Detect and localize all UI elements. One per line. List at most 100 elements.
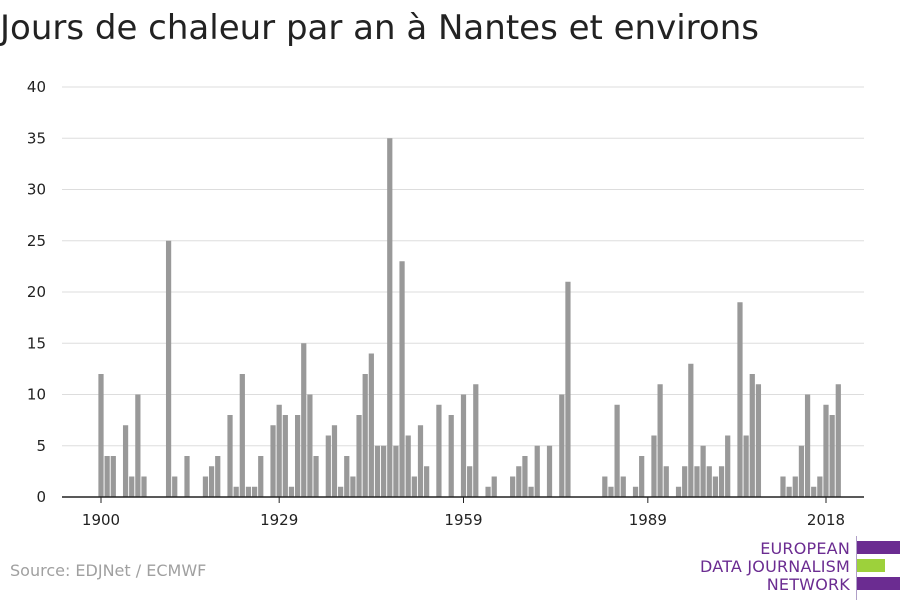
bar-1995 <box>682 466 688 497</box>
bar-1931 <box>288 486 295 497</box>
bar-2017 <box>817 476 823 497</box>
bar-1998 <box>700 445 706 497</box>
bar-1942 <box>356 415 362 497</box>
bar-1918 <box>208 466 215 497</box>
logo-line-network: NETWORK <box>766 575 850 594</box>
bar-1964 <box>491 476 497 497</box>
logo-bar-green <box>857 559 885 572</box>
bar-1996 <box>688 363 694 497</box>
bar-1951 <box>411 476 417 497</box>
bar-1969 <box>522 456 528 497</box>
bar-1982 <box>602 476 608 497</box>
bar-1944 <box>368 353 374 497</box>
bar-1968 <box>516 466 522 497</box>
bars <box>98 138 841 497</box>
bar-1932 <box>294 415 301 497</box>
bar-2015 <box>804 394 811 497</box>
x-tick-label-2018: 2018 <box>807 511 845 529</box>
bar-1922 <box>233 486 239 497</box>
bar-1939 <box>338 486 344 497</box>
y-tick-label-15: 15 <box>27 334 46 352</box>
x-tick-label-1900: 1900 <box>82 511 120 529</box>
bar-1940 <box>344 456 350 497</box>
bar-1994 <box>675 486 682 497</box>
bar-2019 <box>829 415 835 497</box>
bar-2000 <box>712 476 719 497</box>
bar-1935 <box>313 456 319 497</box>
y-tick-label-10: 10 <box>27 386 46 404</box>
bar-1906 <box>135 394 141 497</box>
bar-1949 <box>399 261 405 497</box>
bar-1917 <box>202 476 209 497</box>
bar-1957 <box>448 415 454 497</box>
bar-1952 <box>417 425 424 497</box>
bar-1921 <box>227 415 233 497</box>
bar-1947 <box>387 138 393 497</box>
bar-1911 <box>165 240 172 497</box>
bar-1900 <box>98 374 104 497</box>
bar-1950 <box>405 435 411 497</box>
chart-title: Jours de chaleur par an à Nantes et envi… <box>0 8 759 48</box>
bar-2018 <box>823 404 829 497</box>
bar-1997 <box>694 466 700 497</box>
x-tick-label-1929: 1929 <box>260 511 298 529</box>
y-tick-label-5: 5 <box>36 437 46 455</box>
bar-1941 <box>350 476 356 497</box>
bar-1959 <box>460 394 467 497</box>
bar-chart: 0 5 10 15 20 25 30 35 40 1900 1929 1959 1989 2018 <box>27 78 864 529</box>
logo-bar-purple-bottom <box>857 577 900 590</box>
bar-2006 <box>749 374 755 497</box>
bar-1902 <box>110 456 116 497</box>
bar-1955 <box>436 404 442 497</box>
source-note: Source: EDJNet / ECMWF <box>10 561 207 580</box>
bar-1907 <box>141 476 147 497</box>
x-tick-label-1959: 1959 <box>444 511 482 529</box>
bar-2012 <box>786 486 792 497</box>
bar-2007 <box>755 384 762 497</box>
bar-1970 <box>528 486 534 497</box>
bar-2002 <box>725 435 731 497</box>
bar-1963 <box>485 486 491 497</box>
bar-1988 <box>639 456 645 497</box>
y-tick-label-30: 30 <box>27 181 46 199</box>
bar-1945 <box>374 445 381 497</box>
bar-2001 <box>718 466 725 497</box>
bar-1925 <box>251 486 258 497</box>
bar-1919 <box>215 456 221 497</box>
logo-bar-purple-top <box>857 541 900 554</box>
y-tick-label-35: 35 <box>27 129 46 147</box>
bar-1928 <box>270 425 276 497</box>
bar-1983 <box>608 486 614 497</box>
bar-2020 <box>835 384 841 497</box>
bar-1943 <box>362 374 368 497</box>
grid-lines <box>62 86 864 447</box>
x-tick-label-1989: 1989 <box>629 511 667 529</box>
bar-1967 <box>510 476 516 497</box>
logo-divider <box>856 536 857 600</box>
bar-1933 <box>301 343 307 497</box>
x-axis-ticks: 1900 1929 1959 1989 2018 <box>62 496 864 529</box>
bar-1948 <box>393 445 399 497</box>
bar-1953 <box>424 466 430 497</box>
bar-1914 <box>184 456 190 497</box>
bar-1984 <box>614 404 620 497</box>
y-axis-ticks: 0 5 10 15 20 25 30 35 40 <box>27 78 46 506</box>
bar-1990 <box>651 435 657 497</box>
bar-2005 <box>743 435 749 497</box>
bar-1937 <box>325 435 331 497</box>
logo-line-european: EUROPEAN <box>760 539 850 558</box>
bar-1999 <box>706 466 712 497</box>
bar-1929 <box>276 404 282 497</box>
bar-1973 <box>546 445 553 497</box>
bar-1961 <box>473 384 479 497</box>
bar-1946 <box>381 445 387 497</box>
y-tick-label-40: 40 <box>27 78 46 96</box>
bar-2016 <box>811 486 817 497</box>
y-tick-label-20: 20 <box>27 283 46 301</box>
bar-1923 <box>239 374 245 497</box>
bar-2004 <box>737 302 743 497</box>
bar-1992 <box>663 466 669 497</box>
bar-1985 <box>620 476 626 497</box>
bar-1938 <box>331 425 338 497</box>
bar-2013 <box>792 476 798 497</box>
